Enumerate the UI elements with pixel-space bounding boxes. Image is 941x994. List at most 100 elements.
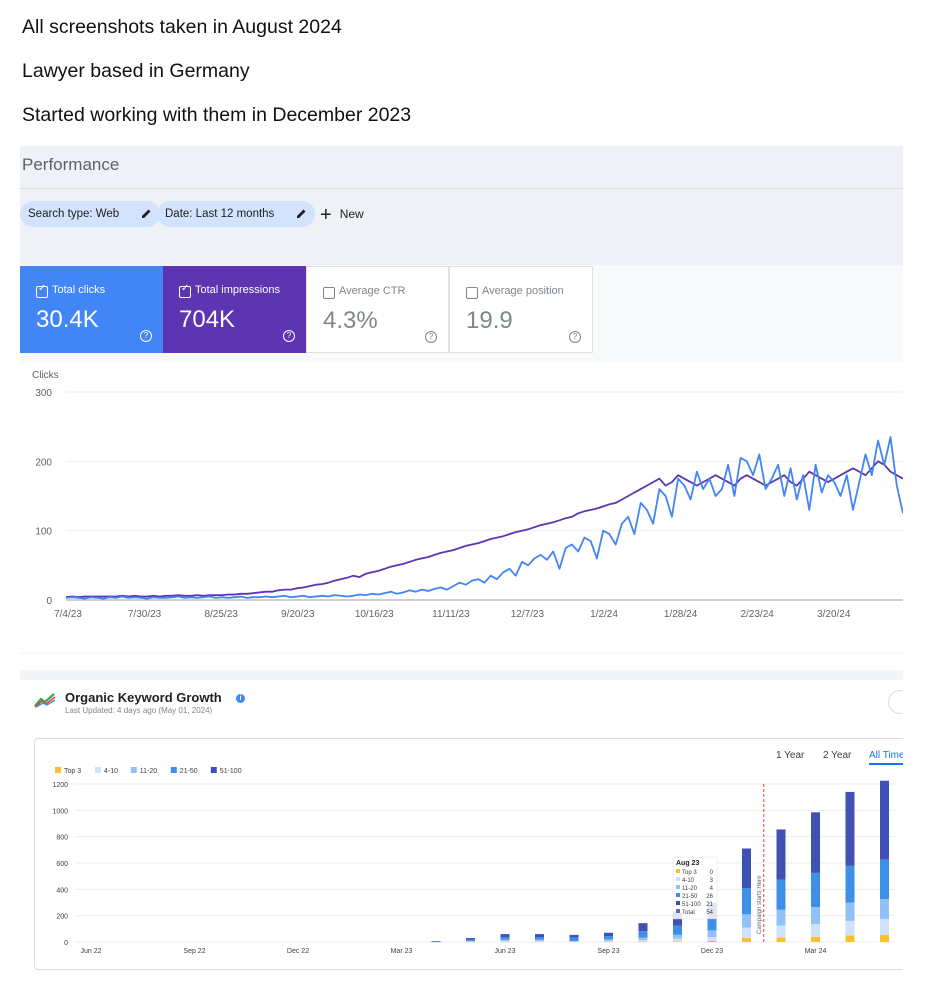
intro-line-client: Lawyer based in Germany (22, 60, 250, 82)
metric-card-average-ctr[interactable]: Average CTR 4.3% ? (306, 266, 449, 353)
y-tick-label: 1000 (52, 808, 68, 815)
x-tick-label: Jun 22 (80, 948, 101, 955)
metric-value: 4.3% (323, 307, 378, 334)
impressions-series-line (65, 460, 903, 599)
bar-segment (535, 940, 544, 942)
date-filter-label: Date: Last 12 months (165, 208, 275, 220)
y-tick-label: 800 (56, 835, 68, 842)
bar-segment (569, 941, 579, 943)
x-tick-label: 12/7/23 (511, 609, 545, 620)
x-tick-label: 11/11/23 (432, 609, 470, 620)
tooltip-swatch (676, 869, 680, 873)
bar-segment (466, 939, 475, 941)
intro-line-start: Started working with them in December 20… (22, 104, 412, 126)
tooltip-title: Aug 23 (676, 860, 699, 867)
bar-segment (880, 899, 889, 919)
date-filter-chip[interactable]: Date: Last 12 months (157, 201, 315, 227)
metric-label: Average position (482, 285, 564, 297)
metric-value: 19.9 (466, 307, 513, 334)
tooltip-row-value: 3 (710, 878, 714, 884)
bar-segment (604, 936, 613, 940)
new-filter-button[interactable]: + New (320, 203, 364, 226)
bar-segment (604, 939, 613, 941)
y-tick-label: 300 (35, 388, 52, 399)
bar-segment (845, 920, 855, 936)
checkbox-checked-icon[interactable] (36, 286, 48, 298)
metric-card-total-impressions[interactable]: ✓ Total impressions 704K ? (163, 266, 306, 353)
clicks-series-line (65, 436, 903, 600)
x-tick-label: 3/20/24 (817, 609, 851, 620)
new-filter-label: New (339, 207, 364, 221)
refresh-icon[interactable] (888, 690, 903, 714)
bar-segment (638, 937, 648, 941)
metric-card-average-position[interactable]: Average position 19.9 ? (449, 266, 593, 353)
help-icon[interactable]: ? (140, 330, 152, 342)
range-all-time-tab[interactable]: All Time (869, 750, 903, 765)
tooltip-row-value: 54 (706, 910, 713, 916)
tooltip-row-label: 51-100 (682, 902, 701, 908)
checkbox-checked-icon[interactable] (179, 286, 191, 298)
campaign-marker-label: Campaign starts Here (757, 875, 763, 934)
performance-header: Performance (20, 146, 903, 189)
metric-value: 30.4K (36, 306, 99, 333)
metric-card-total-clicks[interactable]: ✓ Total clicks 30.4K ? (20, 266, 163, 353)
metric-label: Average CTR (339, 285, 406, 297)
bar-segment (707, 919, 717, 931)
legend-label: 51-100 (220, 768, 242, 775)
x-tick-label: Sep 22 (183, 948, 205, 955)
edit-pencil-icon (142, 209, 151, 218)
bar-segment (742, 938, 751, 942)
bar-segment (431, 941, 441, 942)
bar-segment (880, 934, 889, 942)
search-type-filter-chip[interactable]: Search type: Web (20, 201, 160, 227)
bar-segment (569, 941, 579, 942)
help-icon[interactable]: ? (283, 330, 295, 342)
x-tick-label: 9/20/23 (281, 609, 315, 620)
bar-segment (776, 879, 786, 910)
organic-keyword-card: Organic Keyword Growth i Last Updated: 4… (20, 680, 903, 980)
bar-segment (811, 812, 820, 873)
help-icon[interactable]: ? (569, 331, 581, 343)
bar-segment (776, 909, 786, 926)
bar-segment (845, 791, 855, 866)
y-tick-label: 0 (64, 940, 68, 947)
bar-segment (604, 932, 613, 937)
checkbox-icon[interactable] (466, 287, 478, 299)
legend-swatch (130, 767, 137, 773)
bar-segment (776, 829, 786, 880)
range-2-year-tab[interactable]: 2 Year (823, 750, 852, 761)
bar-segment (811, 936, 820, 942)
bar-segment (466, 938, 475, 940)
y-tick-label: 400 (56, 887, 68, 894)
bar-segment (638, 923, 648, 932)
bar-segment (500, 941, 510, 943)
checkmark-icon: ✓ (38, 283, 47, 294)
y-tick-label: 600 (56, 861, 68, 868)
bar-segment (535, 941, 544, 943)
tooltip-row-label: 11-20 (682, 886, 698, 892)
bar-segment (845, 865, 855, 903)
x-tick-label: Mar 23 (391, 948, 413, 955)
last-updated-text: Last Updated: 4 days ago (May 01, 2024) (65, 706, 213, 715)
info-icon[interactable]: i (236, 694, 245, 703)
legend-label: 21-50 (180, 768, 198, 775)
bar-segment (811, 924, 820, 937)
filter-bar: Search type: Web Date: Last 12 months + N… (20, 189, 903, 265)
bar-segment (500, 936, 510, 940)
search-console-panel: Performance Search type: Web Date: Last … (20, 146, 903, 654)
checkmark-icon: ✓ (181, 283, 190, 294)
bar-segment (466, 940, 475, 942)
help-icon[interactable]: ? (425, 331, 437, 343)
legend-swatch (210, 767, 217, 773)
tooltip-swatch (676, 901, 680, 905)
tooltip-row-value: 0 (710, 870, 714, 876)
organic-keyword-panel: Organic Keyword Growth i Last Updated: 4… (20, 670, 903, 980)
bar-segment (811, 872, 820, 908)
bar-segment (845, 902, 855, 921)
checkbox-icon[interactable] (323, 287, 335, 299)
range-1-year-tab[interactable]: 1 Year (776, 750, 805, 761)
legend-label: 11-20 (140, 768, 157, 775)
trend-chart-icon (34, 693, 56, 708)
x-tick-label: 8/25/23 (204, 609, 238, 620)
x-tick-label: Jun 23 (494, 948, 515, 955)
